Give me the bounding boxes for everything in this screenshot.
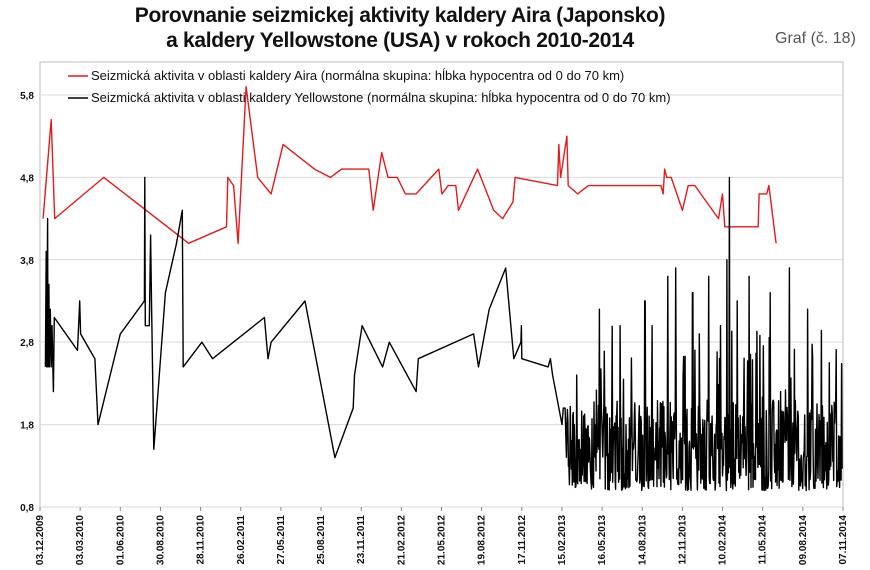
x-tick-label: 26.02.2011 [236, 515, 247, 565]
y-tick-label: 1,8 [20, 421, 34, 432]
x-tick-label: 01.06.2010 [115, 515, 126, 565]
x-tick-label: 30.08.2010 [155, 515, 166, 565]
chart-title-line-1: Porovnanie seizmickej aktivity kaldery A… [134, 4, 666, 27]
x-tick-label: 07.11.2014 [838, 515, 849, 565]
x-tick-label: 25.08.2011 [316, 515, 327, 565]
legend-entry-label: Seizmická aktivita v oblasti kaldery Yel… [91, 90, 671, 105]
x-tick-label: 09.08.2014 [798, 515, 809, 565]
x-tick-label: 12.11.2013 [677, 515, 688, 565]
x-tick-label: 03.12.2009 [35, 515, 46, 565]
series-line-yellowstone [44, 176, 843, 492]
x-tick-label: 21.05.2012 [437, 515, 448, 565]
y-tick-label: 5,8 [20, 91, 34, 102]
x-tick-label: 19.08.2012 [477, 515, 488, 565]
x-tick-label: 27.05.2011 [276, 515, 287, 565]
y-tick-label: 2,8 [20, 338, 34, 349]
x-tick-label: 17.11.2012 [517, 515, 528, 565]
x-tick-label: 23.11.2011 [356, 515, 367, 564]
series-line-aira [42, 86, 777, 244]
y-tick-label: 4,8 [20, 173, 34, 184]
y-tick-label: 0,8 [20, 503, 34, 514]
graf-number-label: Graf (č. 18) [775, 30, 856, 47]
x-tick-label: 10.02.2014 [718, 515, 729, 565]
legend-entry-label: Seizmická aktivita v oblasti kaldery Air… [91, 68, 624, 83]
chart-title: Porovnanie seizmickej aktivity kaldery A… [90, 3, 710, 53]
y-tick-label: 3,8 [20, 256, 34, 267]
x-tick-label: 03.03.2010 [75, 515, 86, 565]
x-tick-label: 21.02.2012 [396, 515, 407, 565]
x-tick-label: 11.05.2014 [758, 515, 769, 565]
x-tick-label: 16.05.2013 [597, 515, 608, 565]
x-tick-label: 28.11.2010 [196, 515, 207, 565]
x-tick-label: 14.08.2013 [637, 515, 648, 565]
x-tick-label: 15.02.2013 [557, 515, 568, 565]
chart-title-line-2: a kaldery Yellowstone (USA) v rokoch 201… [166, 29, 634, 52]
